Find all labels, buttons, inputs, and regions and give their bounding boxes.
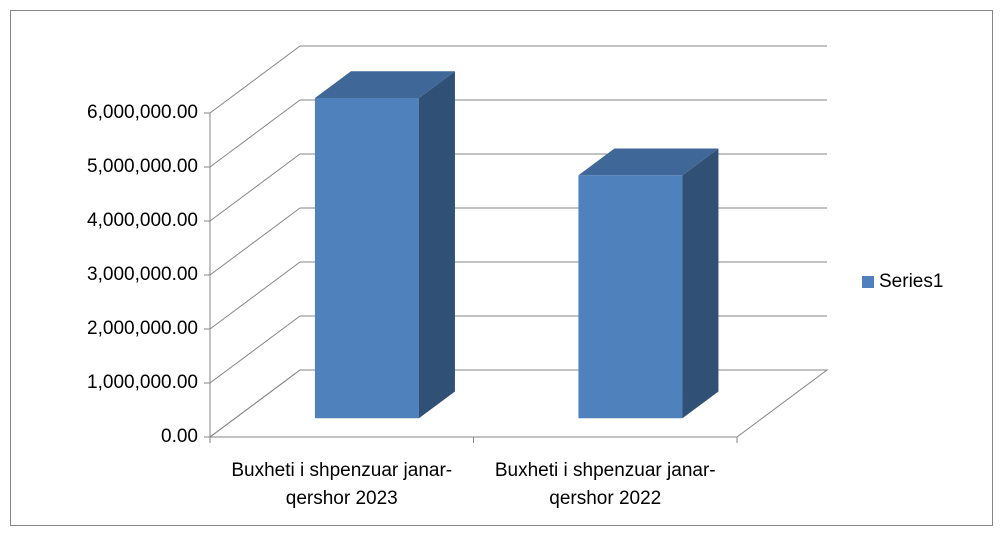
x-tick-label: Buxheti i shpenzuar janar-qershor 2023 (231, 460, 453, 509)
y-tick-label: 1,000,000.00 (87, 372, 198, 393)
bar-face (578, 175, 683, 419)
grid-line-side (209, 99, 301, 168)
y-tick-label: 6,000,000.00 (87, 102, 198, 123)
y-tick-label: 4,000,000.00 (87, 210, 198, 231)
grid-line-side (209, 261, 301, 330)
legend-label: Series1 (879, 271, 943, 292)
y-tick-label: 0.00 (161, 426, 198, 447)
bar-face (314, 98, 419, 419)
y-tick-label: 3,000,000.00 (87, 264, 198, 285)
bar-face (314, 71, 455, 99)
bar-face (682, 148, 719, 419)
grid-line-side (209, 207, 301, 276)
grid-line-side (209, 153, 301, 222)
y-tick-label: 2,000,000.00 (87, 318, 198, 339)
bar (578, 148, 719, 419)
chart-border (10, 10, 993, 526)
x-tick-label: Buxheti i shpenzuar janar-qershor 2022 (494, 460, 716, 509)
legend-swatch (862, 276, 874, 288)
bar-face (418, 71, 455, 419)
y-tick-label: 5,000,000.00 (87, 156, 198, 177)
floor (208, 369, 829, 438)
grid-line-side (209, 369, 301, 438)
bar-face (578, 148, 719, 176)
grid-line-side (209, 45, 301, 114)
grid-line-side (209, 315, 301, 384)
bar (314, 71, 455, 419)
